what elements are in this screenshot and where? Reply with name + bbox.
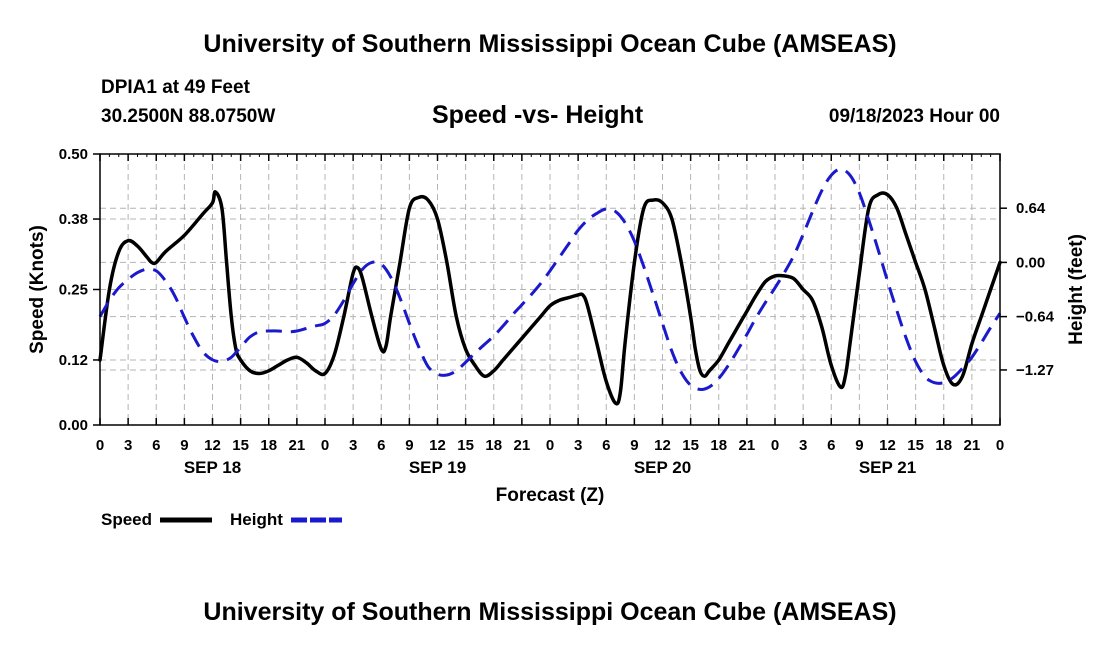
x-tick-label: 0: [96, 437, 104, 454]
x-tick-label: 21: [964, 437, 981, 454]
x-tick-label: 9: [630, 437, 638, 454]
day-labels: SEP 18 SEP 19 SEP 20 SEP 21: [184, 458, 916, 477]
coordinates-label: 30.2500N 88.0750W: [101, 106, 276, 127]
x-tick-label: 15: [232, 437, 249, 454]
x-tick-label: 21: [289, 437, 306, 454]
x-tick-label: 15: [682, 437, 699, 454]
legend-label-height: Height: [230, 510, 283, 529]
x-tick-label: 6: [827, 437, 835, 454]
y2-tick-labels: −1.27 −0.64 0.00 0.64: [1016, 200, 1055, 379]
y-tick-label: 0.38: [59, 211, 88, 228]
x-tick-label: 18: [260, 437, 277, 454]
y2-tick-label: −0.64: [1016, 309, 1055, 326]
grid-lines: [100, 154, 1000, 425]
x-tick-label: 6: [377, 437, 385, 454]
day-label: SEP 18: [184, 458, 241, 477]
x-tick-label: 0: [546, 437, 554, 454]
x-tick-label: 9: [855, 437, 863, 454]
x-tick-label: 18: [485, 437, 502, 454]
x-tick-label: 18: [710, 437, 727, 454]
y-tick-label: 0.00: [59, 417, 88, 434]
y2-axis-label: Height (feet): [1066, 234, 1087, 345]
x-tick-label: 0: [321, 437, 329, 454]
legend: Speed Height: [101, 510, 342, 529]
day-label: SEP 21: [859, 458, 916, 477]
x-tick-label: 9: [405, 437, 413, 454]
y-axis-label: Speed (Knots): [27, 225, 48, 354]
x-tick-label: 3: [574, 437, 582, 454]
x-tick-label: 15: [907, 437, 924, 454]
x-tick-label: 0: [771, 437, 779, 454]
y-tick-label: 0.25: [59, 282, 88, 299]
x-tick-label: 12: [429, 437, 446, 454]
height-line: [98, 167, 1002, 391]
legend-label-speed: Speed: [101, 510, 152, 529]
x-tick-label: 21: [514, 437, 531, 454]
page-title: University of Southern Mississippi Ocean…: [203, 30, 897, 58]
chart-title: Speed -vs- Height: [432, 101, 644, 129]
y-tick-label: 0.12: [59, 352, 88, 369]
day-label: SEP 20: [634, 458, 691, 477]
x-tick-label: 3: [124, 437, 132, 454]
y2-tick-label: 0.00: [1016, 254, 1045, 271]
y-tick-labels: 0.00 0.12 0.25 0.38 0.50: [59, 146, 88, 434]
x-tick-label: 12: [879, 437, 896, 454]
x-tick-label: 3: [799, 437, 807, 454]
x-tick-label: 9: [180, 437, 188, 454]
y-tick-label: 0.50: [59, 146, 88, 163]
y2-tick-label: −1.27: [1016, 362, 1054, 379]
series-layer: [98, 167, 1002, 406]
x-tick-labels: 0 3 6 9 12 15 18 21 0 3 6 9 12 15 18 21 0 3 6 9 12 15 18 21 0 3 6 9…: [96, 437, 1004, 454]
station-label: DPIA1 at 49 Feet: [101, 77, 250, 98]
x-tick-label: 3: [349, 437, 357, 454]
day-label: SEP 19: [409, 458, 466, 477]
x-tick-label: 18: [935, 437, 952, 454]
x-tick-label: 12: [204, 437, 221, 454]
tick-marks: [93, 153, 1007, 426]
x-tick-label: 12: [654, 437, 671, 454]
x-tick-label: 21: [739, 437, 756, 454]
y2-tick-label: 0.64: [1016, 200, 1046, 217]
x-tick-label: 6: [152, 437, 160, 454]
x-axis-label: Forecast (Z): [496, 485, 605, 506]
x-tick-label: 6: [602, 437, 610, 454]
x-tick-label: 15: [457, 437, 474, 454]
speed-line: [98, 190, 1002, 406]
forecast-datetime: 09/18/2023 Hour 00: [828, 106, 1000, 127]
footer-title: University of Southern Mississippi Ocean…: [203, 598, 897, 626]
x-tick-label: 0: [996, 437, 1004, 454]
